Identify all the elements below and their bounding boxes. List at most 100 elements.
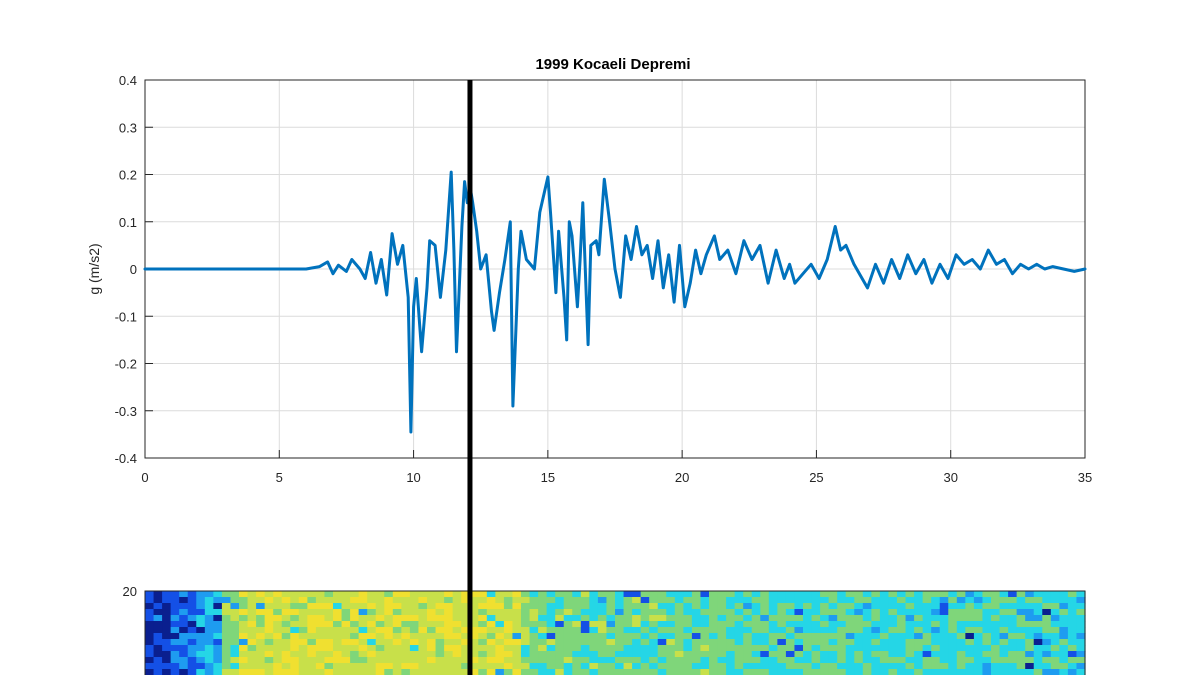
- heatmap-cell: [674, 651, 684, 658]
- heatmap-cell: [785, 615, 796, 622]
- heatmap-cell: [213, 657, 223, 664]
- heatmap-cell: [196, 651, 206, 658]
- heatmap-cell: [1059, 609, 1069, 616]
- heatmap-cell: [512, 591, 522, 598]
- heatmap-cell: [555, 651, 565, 658]
- heatmap-cell: [948, 639, 958, 646]
- heatmap-cell: [1059, 627, 1069, 634]
- heatmap-cell: [256, 627, 266, 634]
- heatmap-cell: [221, 651, 232, 658]
- heatmap-cell: [307, 591, 317, 598]
- heatmap-cell: [580, 627, 590, 634]
- heatmap-cell: [333, 603, 343, 610]
- heatmap-cell: [1016, 597, 1026, 604]
- heatmap-cell: [230, 663, 240, 670]
- heatmap-cell: [204, 597, 214, 604]
- heatmap-cell: [905, 621, 915, 628]
- heatmap-cell: [384, 645, 394, 652]
- heatmap-cell: [717, 615, 727, 622]
- heatmap-cell: [179, 603, 189, 610]
- heatmap-cell: [751, 639, 761, 646]
- heatmap-cell: [683, 645, 693, 652]
- heatmap-cell: [1050, 603, 1060, 610]
- heatmap-cell: [845, 657, 855, 664]
- heatmap-cell: [333, 669, 343, 675]
- heatmap-cell: [777, 645, 787, 652]
- heatmap-cell: [298, 621, 308, 628]
- heatmap-cell: [324, 657, 334, 664]
- heatmap-cell: [153, 627, 163, 634]
- heatmap-cell: [555, 669, 565, 675]
- heatmap-cell: [871, 639, 881, 646]
- heatmap-cell: [1025, 663, 1035, 670]
- heatmap-cell: [743, 657, 753, 664]
- heatmap-cell: [691, 627, 702, 634]
- heatmap-cell: [427, 621, 437, 628]
- heatmap-cell: [879, 603, 890, 610]
- heatmap-cell: [247, 669, 257, 675]
- heatmap-cell: [367, 663, 377, 670]
- heatmap-cell: [196, 663, 206, 670]
- heatmap-cell: [811, 603, 821, 610]
- heatmap-cell: [350, 603, 360, 610]
- y-axis-ticks: 0.40.30.20.10-0.1-0.2-0.3-0.4: [115, 73, 153, 466]
- heatmap-cell: [931, 669, 941, 675]
- heatmap-cell: [273, 591, 283, 598]
- heatmap-cell: [828, 651, 838, 658]
- heatmap-cell: [948, 615, 958, 622]
- heatmap-cell: [803, 621, 813, 628]
- heatmap-cell: [247, 603, 257, 610]
- heatmap-cell: [427, 609, 437, 616]
- heatmap-cell: [401, 663, 411, 670]
- heatmap-cell: [187, 609, 197, 616]
- heatmap-cell: [145, 597, 155, 604]
- heatmap-cell: [341, 633, 351, 640]
- heatmap-cell: [709, 669, 719, 675]
- heatmap-cell: [751, 669, 761, 675]
- heatmap-cell: [580, 639, 590, 646]
- heatmap-cell: [589, 639, 599, 646]
- heatmap-cell: [307, 663, 317, 670]
- heatmap-cell: [145, 669, 155, 675]
- heatmap-cell: [837, 651, 847, 658]
- heatmap-cell: [239, 597, 249, 604]
- heatmap-cell: [281, 651, 291, 658]
- heatmap-cell: [555, 621, 565, 628]
- heatmap-cell: [461, 645, 471, 652]
- heatmap-cell: [418, 591, 428, 598]
- heatmap-cell: [803, 651, 813, 658]
- heatmap-cell: [939, 645, 949, 652]
- heatmap-cell: [409, 621, 420, 628]
- heatmap-cell: [153, 651, 163, 658]
- heatmap-cell: [452, 621, 462, 628]
- y-tick-label: -0.3: [115, 404, 137, 419]
- heatmap-cell: [187, 603, 197, 610]
- heatmap-cell: [897, 609, 907, 616]
- heatmap-cell: [632, 615, 642, 622]
- heatmap-cell: [871, 669, 881, 675]
- heatmap-cell: [1042, 669, 1052, 675]
- heatmap-cell: [632, 645, 642, 652]
- heatmap-cell: [401, 609, 411, 616]
- heatmap-cell: [674, 603, 684, 610]
- heatmap-cell: [691, 669, 702, 675]
- heatmap-cell: [760, 627, 770, 634]
- heatmap-cell: [461, 609, 471, 616]
- heatmap-cell: [956, 663, 966, 670]
- heatmap-cell: [298, 633, 308, 640]
- heatmap-cell: [409, 657, 420, 664]
- heatmap-cell: [478, 627, 488, 634]
- heatmap-cell: [273, 609, 283, 616]
- heatmap-cell: [221, 597, 232, 604]
- heatmap-cell: [589, 657, 599, 664]
- heatmap-cell: [1016, 651, 1026, 658]
- heatmap-cell: [580, 669, 590, 675]
- heatmap-cell: [418, 633, 428, 640]
- heatmap-cell: [170, 597, 180, 604]
- heatmap-cell: [871, 615, 881, 622]
- heatmap-cell: [683, 591, 693, 598]
- heatmap-cell: [401, 615, 411, 622]
- heatmap-cell: [427, 627, 437, 634]
- heatmap-cell: [623, 669, 633, 675]
- heatmap-cell: [811, 657, 821, 664]
